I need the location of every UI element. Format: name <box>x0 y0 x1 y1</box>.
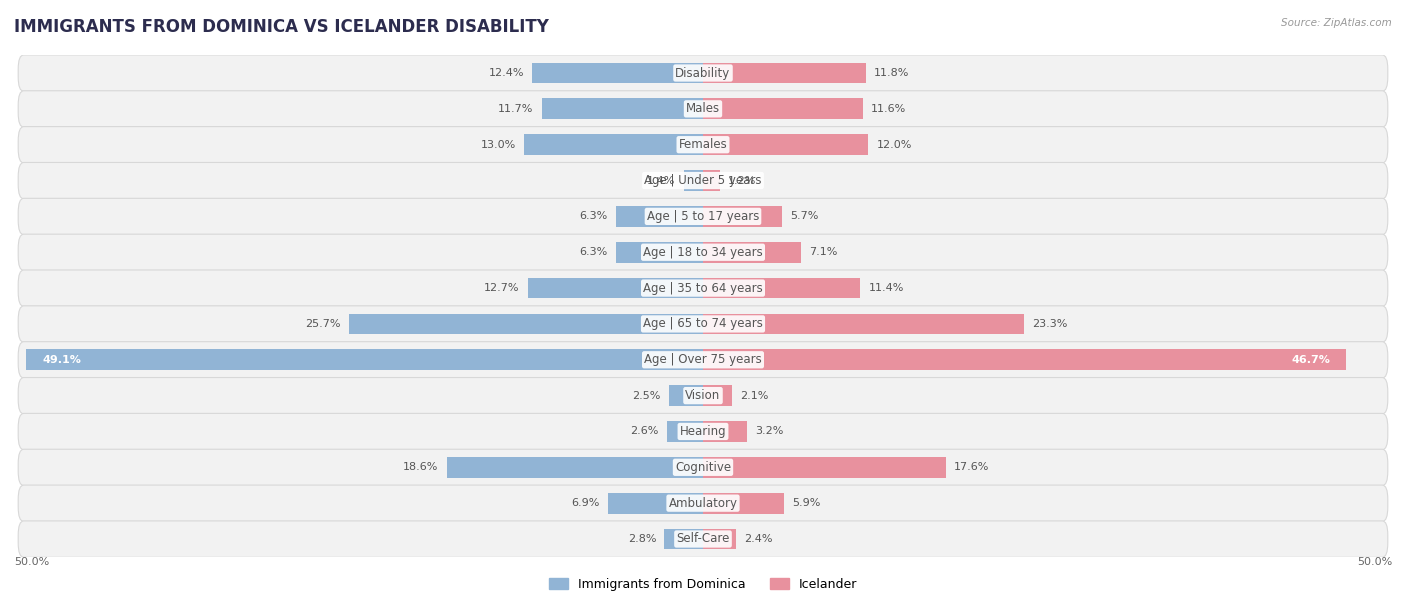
Text: 12.0%: 12.0% <box>876 140 912 150</box>
Text: 18.6%: 18.6% <box>404 462 439 472</box>
Bar <box>703 134 869 155</box>
Text: 11.4%: 11.4% <box>869 283 904 293</box>
Bar <box>703 493 785 513</box>
FancyBboxPatch shape <box>18 91 1388 127</box>
Text: Age | 18 to 34 years: Age | 18 to 34 years <box>643 246 763 259</box>
Text: 5.7%: 5.7% <box>790 211 818 222</box>
Text: Females: Females <box>679 138 727 151</box>
FancyBboxPatch shape <box>18 306 1388 342</box>
Text: 50.0%: 50.0% <box>14 557 49 567</box>
Bar <box>669 385 703 406</box>
Bar <box>703 385 733 406</box>
Bar <box>447 457 703 478</box>
Bar <box>668 421 703 442</box>
Text: 1.4%: 1.4% <box>647 176 675 185</box>
Bar <box>703 242 801 263</box>
Bar <box>703 349 1347 370</box>
Text: 25.7%: 25.7% <box>305 319 340 329</box>
Text: 12.7%: 12.7% <box>484 283 520 293</box>
Text: 6.3%: 6.3% <box>579 211 607 222</box>
FancyBboxPatch shape <box>18 378 1388 414</box>
Text: 2.6%: 2.6% <box>630 427 659 436</box>
Bar <box>531 62 703 83</box>
Text: 2.4%: 2.4% <box>744 534 773 544</box>
Text: 6.9%: 6.9% <box>571 498 599 508</box>
Text: 6.3%: 6.3% <box>579 247 607 257</box>
Text: 23.3%: 23.3% <box>1032 319 1067 329</box>
Text: IMMIGRANTS FROM DOMINICA VS ICELANDER DISABILITY: IMMIGRANTS FROM DOMINICA VS ICELANDER DI… <box>14 18 548 36</box>
Text: 3.2%: 3.2% <box>755 427 783 436</box>
FancyBboxPatch shape <box>18 162 1388 199</box>
Text: Vision: Vision <box>685 389 721 402</box>
Text: Source: ZipAtlas.com: Source: ZipAtlas.com <box>1281 18 1392 28</box>
Text: 2.1%: 2.1% <box>740 390 769 401</box>
Bar <box>703 206 782 227</box>
FancyBboxPatch shape <box>18 341 1388 378</box>
Text: 11.6%: 11.6% <box>872 104 907 114</box>
Bar <box>27 349 703 370</box>
Bar <box>683 170 703 191</box>
Bar <box>665 529 703 550</box>
Text: 11.7%: 11.7% <box>498 104 533 114</box>
Text: Age | Over 75 years: Age | Over 75 years <box>644 353 762 366</box>
Text: 50.0%: 50.0% <box>1357 557 1392 567</box>
Text: Age | 65 to 74 years: Age | 65 to 74 years <box>643 318 763 330</box>
FancyBboxPatch shape <box>18 270 1388 307</box>
Text: Hearing: Hearing <box>679 425 727 438</box>
Text: 1.2%: 1.2% <box>728 176 756 185</box>
Text: Age | 5 to 17 years: Age | 5 to 17 years <box>647 210 759 223</box>
Bar <box>529 278 703 299</box>
FancyBboxPatch shape <box>18 234 1388 271</box>
Bar <box>607 493 703 513</box>
FancyBboxPatch shape <box>18 485 1388 521</box>
Bar <box>703 170 720 191</box>
FancyBboxPatch shape <box>18 521 1388 558</box>
Text: 5.9%: 5.9% <box>793 498 821 508</box>
Bar <box>703 99 863 119</box>
Bar <box>524 134 703 155</box>
Text: Disability: Disability <box>675 67 731 80</box>
Text: Age | Under 5 years: Age | Under 5 years <box>644 174 762 187</box>
Bar <box>349 313 703 334</box>
Text: 7.1%: 7.1% <box>808 247 838 257</box>
Text: Males: Males <box>686 102 720 115</box>
Bar <box>541 99 703 119</box>
Text: 13.0%: 13.0% <box>481 140 516 150</box>
Bar <box>703 421 747 442</box>
Bar <box>703 278 860 299</box>
Text: 12.4%: 12.4% <box>488 68 524 78</box>
Text: 2.5%: 2.5% <box>631 390 661 401</box>
Bar <box>703 313 1024 334</box>
Text: 11.8%: 11.8% <box>875 68 910 78</box>
FancyBboxPatch shape <box>18 55 1388 91</box>
FancyBboxPatch shape <box>18 127 1388 163</box>
Bar <box>703 529 737 550</box>
Text: 46.7%: 46.7% <box>1291 355 1330 365</box>
Legend: Immigrants from Dominica, Icelander: Immigrants from Dominica, Icelander <box>544 573 862 596</box>
FancyBboxPatch shape <box>18 198 1388 234</box>
Text: 17.6%: 17.6% <box>953 462 990 472</box>
Text: Cognitive: Cognitive <box>675 461 731 474</box>
FancyBboxPatch shape <box>18 413 1388 450</box>
Bar <box>703 62 866 83</box>
Text: Self-Care: Self-Care <box>676 532 730 545</box>
Text: Age | 35 to 64 years: Age | 35 to 64 years <box>643 282 763 294</box>
Bar <box>616 242 703 263</box>
FancyBboxPatch shape <box>18 449 1388 485</box>
Bar <box>616 206 703 227</box>
Text: 2.8%: 2.8% <box>627 534 657 544</box>
Text: Ambulatory: Ambulatory <box>668 497 738 510</box>
Text: 49.1%: 49.1% <box>44 355 82 365</box>
Bar <box>703 457 945 478</box>
